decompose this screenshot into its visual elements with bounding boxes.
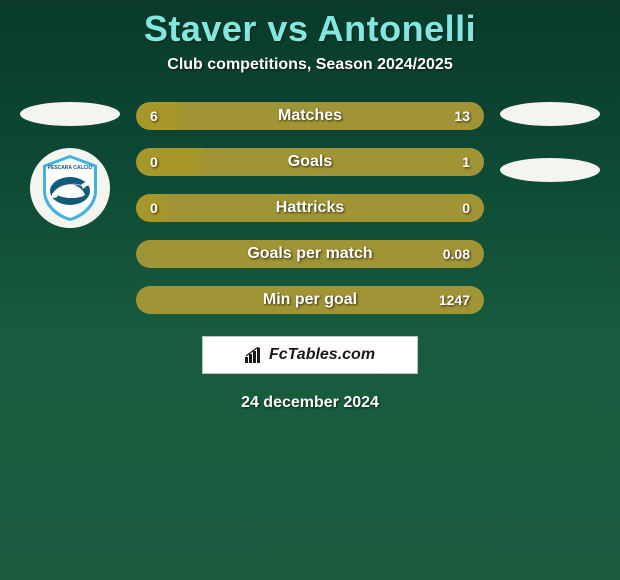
bar-segment-right bbox=[202, 148, 484, 176]
date-text: 24 december 2024 bbox=[241, 394, 379, 412]
bar-label: Matches bbox=[278, 107, 342, 125]
bar-value-left: 0 bbox=[150, 200, 158, 216]
right-side-column bbox=[500, 102, 600, 314]
bar-label: Hattricks bbox=[276, 199, 344, 217]
bar-segment-left bbox=[136, 148, 202, 176]
stat-bar-matches: 6 Matches 13 bbox=[136, 102, 484, 130]
svg-text:PESCARA CALCIO: PESCARA CALCIO bbox=[48, 165, 93, 171]
bar-value-right: 1 bbox=[462, 154, 470, 170]
fctables-branding[interactable]: FcTables.com bbox=[202, 336, 418, 374]
bar-value-right: 1247 bbox=[439, 292, 470, 308]
bar-chart-icon bbox=[245, 347, 263, 363]
svg-text:1936: 1936 bbox=[64, 207, 75, 213]
bar-value-right: 0.08 bbox=[443, 246, 470, 262]
page-subtitle: Club competitions, Season 2024/2025 bbox=[167, 56, 452, 74]
team-badge-left: PESCARA CALCIO 1936 bbox=[30, 148, 110, 228]
bar-label: Goals per match bbox=[247, 245, 372, 263]
page-title: Staver vs Antonelli bbox=[144, 8, 476, 50]
right-ellipse-1 bbox=[500, 102, 600, 126]
main-area: PESCARA CALCIO 1936 6 Matches 13 0 Goals 1 0 Ha… bbox=[0, 102, 620, 314]
stat-bar-min-per-goal: Min per goal 1247 bbox=[136, 286, 484, 314]
fctables-text: FcTables.com bbox=[269, 346, 375, 364]
bar-value-left: 6 bbox=[150, 108, 158, 124]
stats-bars: 6 Matches 13 0 Goals 1 0 Hattricks 0 Goals per ma… bbox=[136, 102, 484, 314]
content-container: Staver vs Antonelli Club competitions, S… bbox=[0, 0, 620, 580]
stat-bar-hattricks: 0 Hattricks 0 bbox=[136, 194, 484, 222]
bar-label: Min per goal bbox=[263, 291, 357, 309]
bar-value-left: 0 bbox=[150, 154, 158, 170]
bar-label: Goals bbox=[288, 153, 332, 171]
left-side-column: PESCARA CALCIO 1936 bbox=[20, 102, 120, 314]
bar-value-right: 13 bbox=[454, 108, 470, 124]
left-ellipse bbox=[20, 102, 120, 126]
bar-value-right: 0 bbox=[462, 200, 470, 216]
stat-bar-goals: 0 Goals 1 bbox=[136, 148, 484, 176]
stat-bar-goals-per-match: Goals per match 0.08 bbox=[136, 240, 484, 268]
pescara-badge-icon: PESCARA CALCIO 1936 bbox=[37, 155, 103, 221]
right-ellipse-2 bbox=[500, 158, 600, 182]
